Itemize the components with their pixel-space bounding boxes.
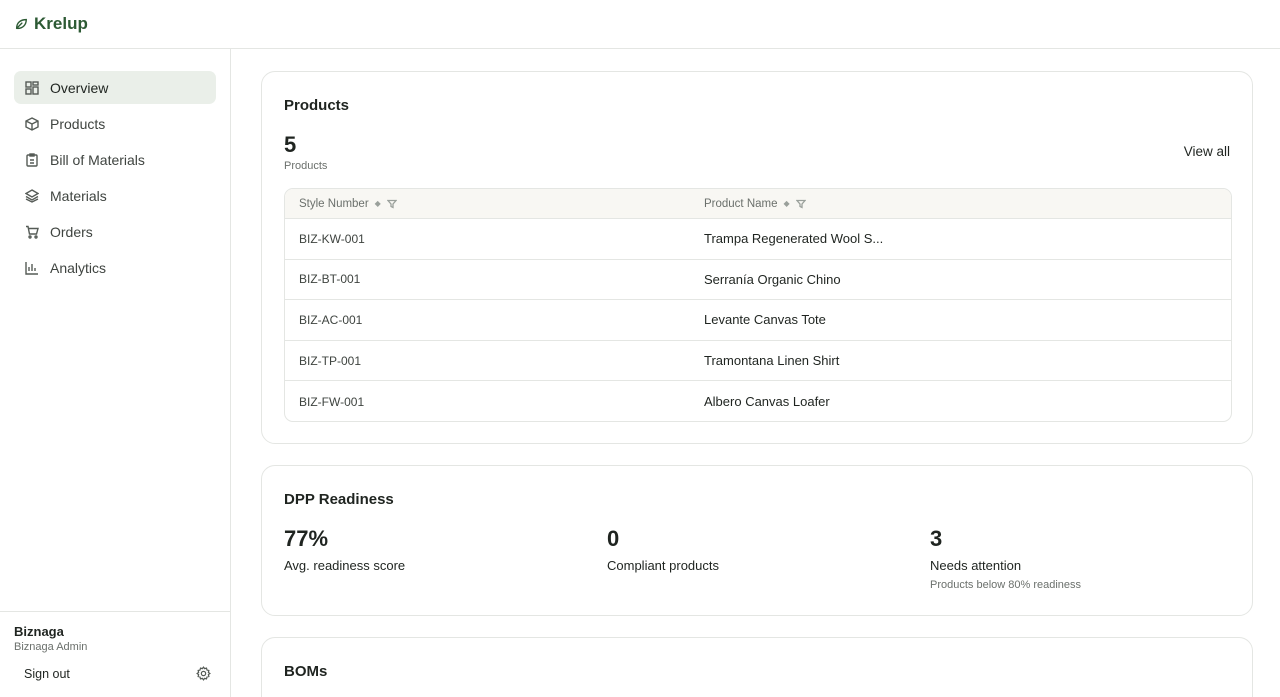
sidebar-nav: Overview Products Bill of Materials Mate… (14, 71, 216, 287)
stat-value: 3 (930, 526, 943, 551)
column-header-label: Product Name (704, 197, 778, 210)
sidebar-item-analytics[interactable]: Analytics (14, 251, 216, 284)
grid-icon (25, 80, 39, 95)
stat-avg-readiness: 77% Avg. readiness score (284, 526, 405, 573)
table-row[interactable]: BIZ-BT-001 Serranía Organic Chino (285, 260, 1231, 301)
product-name-cell: Levante Canvas Tote (704, 312, 826, 328)
user-role: Biznaga Admin (14, 641, 88, 653)
sidebar-item-label: Orders (50, 223, 93, 240)
product-name-cell: Tramontana Linen Shirt (704, 353, 840, 369)
bar-chart-icon (25, 261, 38, 275)
sidebar-item-materials[interactable]: Materials (14, 179, 216, 212)
product-name-cell: Albero Canvas Loafer (704, 394, 830, 410)
stat-label: Avg. readiness score (284, 558, 406, 573)
products-card-title: Products (284, 97, 350, 114)
sidebar-item-label: Analytics (50, 259, 107, 276)
sidebar-item-products[interactable]: Products (14, 107, 216, 140)
table-row[interactable]: BIZ-FW-001 Albero Canvas Loafer (285, 381, 1231, 421)
style-number-cell: BIZ-FW-001 (299, 394, 365, 409)
sidebar-item-overview[interactable]: Overview (14, 71, 216, 104)
boms-card-title: BOMs (284, 663, 328, 680)
sort-icon[interactable]: ◆ (783, 199, 790, 208)
top-bar: Krelup (0, 0, 1280, 49)
view-all-link[interactable]: View all (1183, 144, 1230, 159)
sign-out-button[interactable]: Sign out (24, 667, 70, 681)
org-name: Biznaga (14, 624, 64, 639)
product-name-cell: Trampa Regenerated Wool S... (704, 231, 884, 247)
leaf-icon (15, 18, 27, 30)
products-card: Products 5 Products View all Style Numbe… (261, 71, 1253, 444)
product-name-cell: Serranía Organic Chino (704, 271, 841, 287)
column-header-product-name[interactable]: Product Name ◆ (704, 197, 807, 210)
filter-icon[interactable] (386, 199, 398, 209)
sidebar: Overview Products Bill of Materials Mate… (0, 49, 231, 697)
stat-subtext: Products below 80% readiness (930, 579, 1082, 591)
table-header: Style Number ◆ Product Name ◆ (285, 189, 1231, 219)
brand-logo[interactable]: Krelup (14, 14, 88, 34)
sort-icon[interactable]: ◆ (374, 199, 381, 208)
table-row[interactable]: BIZ-AC-001 Levante Canvas Tote (285, 300, 1231, 341)
sidebar-item-label: Products (50, 115, 106, 132)
sidebar-item-label: Materials (50, 187, 107, 204)
layers-icon (25, 188, 39, 203)
dpp-card-title: DPP Readiness (284, 491, 394, 508)
sidebar-item-label: Bill of Materials (50, 151, 145, 168)
cart-icon (26, 225, 39, 239)
table-row[interactable]: BIZ-TP-001 Tramontana Linen Shirt (285, 341, 1231, 382)
main-content: Products 5 Products View all Style Numbe… (231, 49, 1280, 697)
table-row[interactable]: BIZ-KW-001 Trampa Regenerated Wool S... (285, 219, 1231, 260)
column-header-label: Style Number (299, 197, 369, 210)
stat-label: Compliant products (607, 558, 719, 573)
brand-name: Krelup (34, 14, 88, 33)
gear-icon (196, 666, 211, 681)
sidebar-item-bill-of-materials[interactable]: Bill of Materials (14, 143, 216, 176)
box-icon (25, 116, 39, 131)
style-number-cell: BIZ-KW-001 (299, 231, 365, 246)
products-count: 5 (284, 132, 297, 157)
column-header-style-number[interactable]: Style Number ◆ (299, 197, 398, 210)
settings-button[interactable] (196, 666, 211, 681)
style-number-cell: BIZ-BT-001 (299, 272, 361, 287)
filter-icon[interactable] (795, 199, 807, 209)
stat-value: 77% (284, 526, 329, 551)
style-number-cell: BIZ-AC-001 (299, 312, 363, 327)
stat-compliant-products: 0 Compliant products (607, 526, 719, 573)
clipboard-icon (26, 152, 38, 167)
stat-value: 0 (607, 526, 620, 551)
sidebar-footer: Biznaga Biznaga Admin Sign out (0, 611, 230, 697)
products-count-label: Products (284, 160, 328, 172)
stat-label: Needs attention (930, 558, 1022, 573)
style-number-cell: BIZ-TP-001 (299, 353, 362, 368)
sidebar-item-label: Overview (50, 79, 109, 96)
dpp-readiness-card: DPP Readiness 77% Avg. readiness score 0… (261, 465, 1253, 616)
boms-card: BOMs (261, 637, 1253, 697)
products-table: Style Number ◆ Product Name ◆ BIZ-KW-001… (284, 188, 1232, 422)
stat-needs-attention: 3 Needs attention Products below 80% rea… (930, 526, 1081, 591)
sidebar-item-orders[interactable]: Orders (14, 215, 216, 248)
